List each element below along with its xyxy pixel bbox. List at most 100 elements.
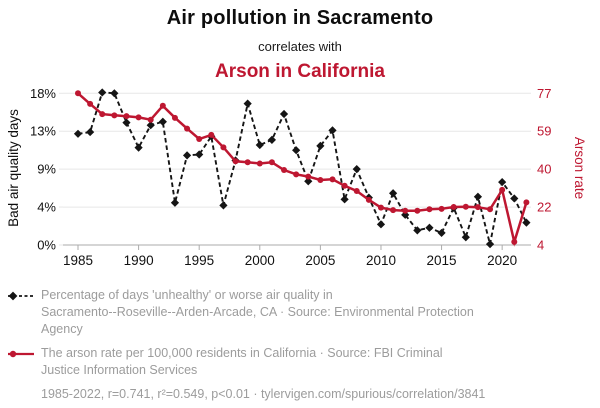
air-quality-data-point <box>98 88 107 97</box>
air-quality-data-point <box>473 192 483 201</box>
arson-data-point <box>232 158 239 165</box>
arson-data-point <box>196 136 203 143</box>
arson-data-point <box>220 144 227 151</box>
air-quality-series-line <box>77 91 528 245</box>
chart-canvas: 18% 13% 9% 4% 0% 77 59 40 22 4 1985 1990 1995 2000 200… <box>30 86 552 268</box>
air-quality-data-point <box>134 143 143 152</box>
air-quality-data-point <box>170 198 180 207</box>
arson-data-point <box>438 205 445 212</box>
y-tick-label-right: 40 <box>537 162 551 177</box>
air-quality-data-point <box>510 194 519 203</box>
arson-data-point <box>99 111 106 118</box>
y-tick-label-left: 13% <box>30 124 56 139</box>
y-tick-label-left: 0% <box>37 238 56 253</box>
legend-item-air-quality: Percentage of days 'unhealthy' or worse … <box>8 287 583 338</box>
title-connector: correlates with <box>258 39 342 54</box>
arson-data-point <box>474 204 481 211</box>
y-tick-label-left: 9% <box>37 162 56 177</box>
arson-data-point <box>511 238 518 245</box>
air-quality-data-point <box>498 177 507 187</box>
air-quality-data-point <box>158 117 167 126</box>
y-tick-label-left: 18% <box>30 86 56 101</box>
legend-line: The arson rate per 100,000 residents in … <box>41 346 443 360</box>
arson-data-point <box>184 125 191 132</box>
legend-line: Sacramento--Roseville--Arden-Arcade, CA … <box>41 305 474 319</box>
arson-data-point <box>462 203 469 210</box>
air-quality-data-point <box>425 223 434 232</box>
arson-data-point <box>365 196 372 203</box>
x-tick-label: 2000 <box>245 253 275 268</box>
arson-data-point <box>487 206 494 213</box>
air-quality-data-point <box>86 127 95 137</box>
legend: Percentage of days 'unhealthy' or worse … <box>8 287 583 401</box>
air-quality-data-point <box>110 89 119 98</box>
solid-dot-marker-icon <box>8 350 34 358</box>
y-tick-label-left: 4% <box>37 200 56 215</box>
arson-data-point <box>390 207 397 214</box>
arson-data-point <box>244 159 251 166</box>
air-quality-data-point <box>73 129 83 138</box>
air-quality-data-point <box>255 140 264 150</box>
air-quality-data-point <box>352 165 361 174</box>
air-quality-data-point <box>122 118 131 127</box>
air-quality-data-point <box>485 240 495 249</box>
arson-data-point <box>414 207 421 214</box>
y-tick-label-right: 59 <box>537 124 551 139</box>
y-tick-label-right: 22 <box>537 200 551 215</box>
arson-data-point <box>402 207 409 214</box>
x-tick-label: 1985 <box>63 253 93 268</box>
x-tick-label: 2005 <box>305 253 335 268</box>
air-quality-data-point <box>146 121 155 130</box>
arson-data-point <box>147 116 154 123</box>
arson-data-point <box>75 90 81 97</box>
air-quality-data-point <box>219 201 228 210</box>
title-block: Air pollution in Sacramento correlates w… <box>0 0 600 83</box>
arson-data-point <box>293 171 300 178</box>
air-quality-data-point <box>304 177 313 186</box>
legend-line: Agency <box>41 322 83 336</box>
arson-data-point <box>87 100 94 107</box>
arson-data-point <box>426 206 433 213</box>
air-quality-data-point <box>292 146 301 155</box>
legend-item-arson: The arson rate per 100,000 residents in … <box>8 345 583 379</box>
air-quality-data-point <box>413 226 422 235</box>
arson-data-point <box>353 187 360 194</box>
x-tick-label: 2010 <box>366 253 396 268</box>
air-quality-data-point <box>267 135 277 144</box>
arson-data-point <box>159 102 166 109</box>
legend-line: Justice Information Services <box>41 363 198 377</box>
arson-data-point <box>329 176 336 183</box>
air-quality-data-point <box>316 141 325 150</box>
air-quality-data-point <box>461 233 470 242</box>
air-quality-data-point <box>388 189 398 198</box>
arson-data-point <box>268 159 275 166</box>
air-quality-data-point <box>376 220 386 229</box>
x-tick-label: 1990 <box>124 253 154 268</box>
arson-data-point <box>208 131 215 138</box>
air-quality-data-point <box>243 99 252 108</box>
arson-data-point <box>135 114 142 121</box>
page-title: Air pollution in Sacramento <box>166 7 434 29</box>
secondary-title: Arson in California <box>215 61 385 82</box>
arson-data-point <box>377 204 384 211</box>
legend-line: Percentage of days 'unhealthy' or worse … <box>41 288 333 302</box>
legend-text-air-quality: Percentage of days 'unhealthy' or worse … <box>41 287 474 338</box>
arson-data-point <box>171 114 178 121</box>
air-quality-data-point <box>182 151 192 160</box>
air-quality-data-point <box>328 126 337 135</box>
arson-data-point <box>523 199 530 206</box>
arson-data-point <box>305 173 312 180</box>
arson-data-point <box>499 186 506 193</box>
air-quality-data-point <box>195 150 204 159</box>
y-tick-label-right: 4 <box>537 238 544 253</box>
x-tick-label: 2015 <box>427 253 457 268</box>
dashed-diamond-marker-icon <box>8 291 34 301</box>
legend-text-arson: The arson rate per 100,000 residents in … <box>41 345 443 379</box>
air-quality-data-point <box>340 195 349 204</box>
arson-data-point <box>111 112 118 119</box>
x-tick-label: 2020 <box>487 253 517 268</box>
arson-data-point <box>281 166 288 173</box>
arson-data-point <box>450 203 457 210</box>
footer-stats: 1985-2022, r=0.741, r²=0.549, p<0.01 · t… <box>41 387 486 401</box>
